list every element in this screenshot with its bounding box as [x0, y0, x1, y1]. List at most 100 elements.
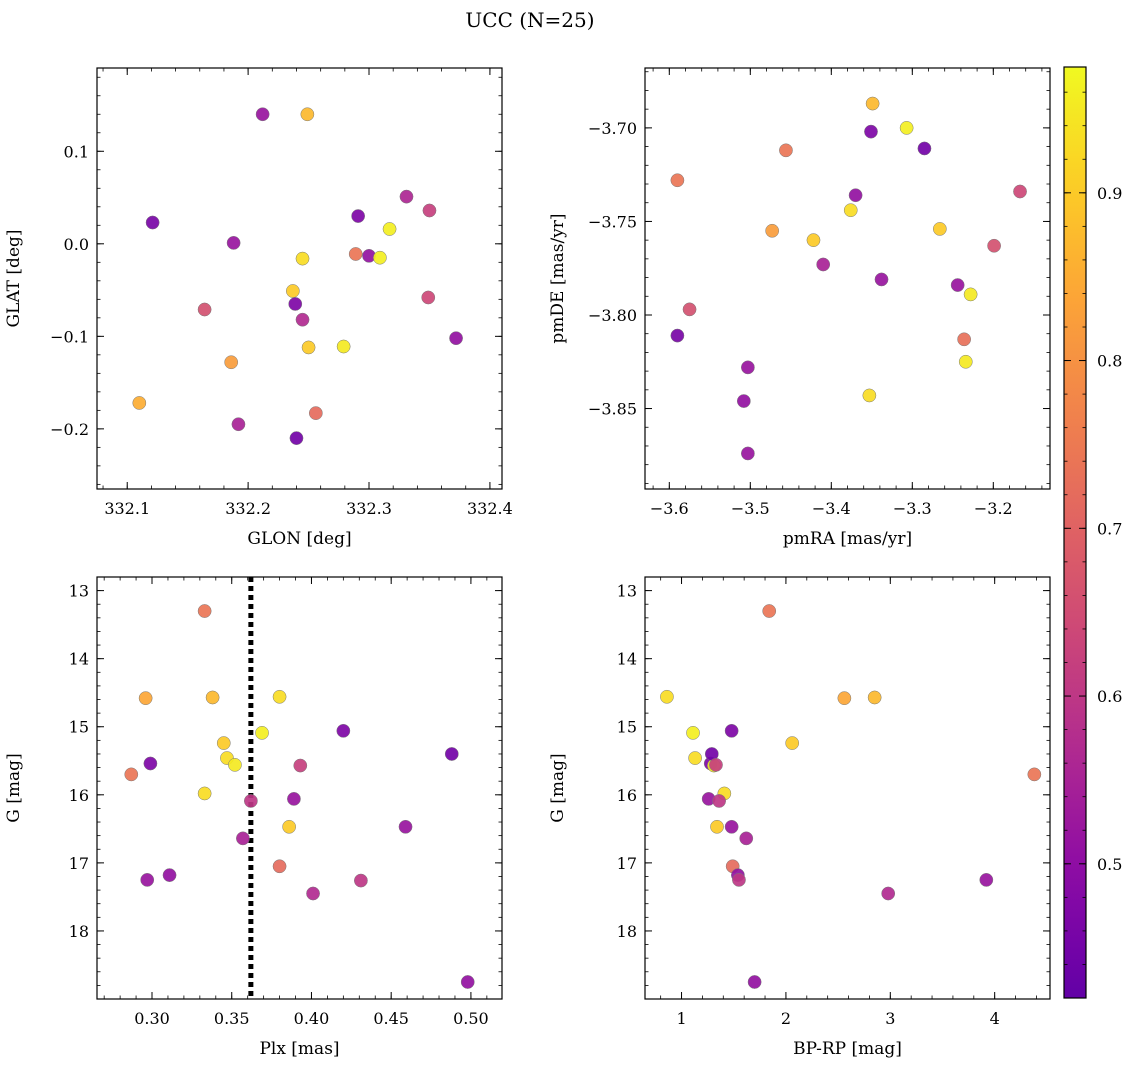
data-point [197, 302, 212, 317]
x-tick-label: −3.5 [731, 499, 770, 518]
x-tick-label: 0.35 [214, 1009, 250, 1028]
data-point [874, 272, 889, 287]
y-tick-label: 16 [69, 786, 89, 805]
data-point [816, 257, 831, 272]
colorbar: 0.5 0.6 0.7 0.8 0.9 [1063, 66, 1122, 999]
data-point [1027, 767, 1042, 782]
data-point [289, 431, 304, 445]
panel-cmd: 1 2 3 4 13 14 15 16 17 18 BP-RP [mag] G [mag] [548, 576, 1051, 1059]
panels: 332.1 332.2 332.3 332.4 0.1 0.0 −0.1 −0.2 GLON [… [4, 67, 1051, 1059]
y-tick-label: −3.85 [588, 400, 637, 419]
y-axis-label: G [mag] [4, 753, 24, 822]
data-point [709, 758, 723, 772]
data-point [354, 873, 368, 888]
data-point [272, 859, 287, 874]
data-point [762, 604, 777, 618]
data-point [336, 339, 351, 354]
data-point [336, 723, 351, 738]
x-axis-label: GLON [deg] [247, 529, 351, 549]
data-point [449, 331, 463, 346]
panel-glon-glat: 332.1 332.2 332.3 332.4 0.1 0.0 −0.1 −0.2 GLON [… [4, 67, 513, 549]
data-point [197, 786, 212, 801]
x-tick-label: 332.1 [104, 499, 150, 518]
data-point [987, 238, 1001, 253]
data-point [806, 233, 821, 247]
y-axis-label: GLAT [deg] [4, 229, 24, 327]
x-tick-label: 1 [676, 1009, 686, 1028]
data-point [862, 388, 877, 403]
data-point [741, 446, 755, 461]
data-point [236, 831, 250, 846]
x-axis-label: pmRA [mas/yr] [783, 529, 912, 549]
panel-pm: −3.6 −3.5 −3.4 −3.3 −3.2 −3.70 −3.75 −3.80 −3.85… [548, 67, 1051, 549]
data-point [301, 340, 316, 355]
data-point [712, 794, 726, 808]
data-point [864, 124, 878, 139]
data-point [950, 278, 965, 292]
y-tick-label: 13 [617, 582, 637, 601]
data-point [867, 690, 882, 705]
y-tick-label: −0.1 [50, 327, 89, 346]
y-tick-label: 15 [617, 718, 637, 737]
data-point [382, 222, 397, 236]
data-point [216, 736, 231, 750]
x-tick-label: 332.4 [467, 499, 513, 518]
data-point [282, 819, 296, 834]
x-tick-label: −3.2 [974, 499, 1013, 518]
data-point [138, 691, 153, 706]
figure-title: UCC (N=25) [465, 8, 594, 32]
colorbar-gradient [1063, 66, 1087, 999]
data-point [255, 107, 270, 122]
data-point [779, 143, 793, 158]
y-tick-label: 16 [617, 786, 637, 805]
data-point [670, 173, 685, 188]
data-point [226, 236, 241, 250]
data-point [348, 247, 363, 261]
data-point [422, 203, 437, 218]
axes-frame [96, 67, 503, 490]
x-tick-label: 0.45 [373, 1009, 409, 1028]
y-tick-label: 15 [69, 718, 89, 737]
colorbar-tick-label: 0.9 [1097, 184, 1122, 203]
data-point [732, 873, 746, 887]
data-point [765, 223, 780, 238]
y-tick-label: −3.75 [588, 212, 637, 231]
data-point [286, 284, 300, 298]
y-tick-label: 0.1 [64, 142, 89, 161]
data-point [724, 723, 739, 738]
data-point [295, 312, 310, 327]
x-tick-label: 0.40 [294, 1009, 330, 1028]
data-point [197, 604, 212, 618]
data-point [143, 756, 158, 771]
data-point [300, 107, 315, 122]
x-tick-label: 332.3 [346, 499, 392, 518]
data-point [739, 831, 754, 846]
x-tick-label: −3.6 [650, 499, 689, 518]
data-point [865, 96, 880, 111]
data-point [132, 396, 147, 410]
data-point [421, 290, 436, 305]
data-point [255, 726, 269, 740]
axes-frame [644, 576, 1051, 1000]
data-point [293, 758, 308, 773]
axes-frame [96, 576, 503, 1000]
data-point [351, 209, 365, 223]
colorbar-tick-label: 0.7 [1097, 519, 1122, 538]
data-point [398, 819, 413, 834]
y-tick-label: −0.2 [50, 420, 89, 439]
y-axis-label: G [mag] [548, 753, 568, 822]
y-tick-label: −3.80 [588, 306, 637, 325]
x-axis-label: BP-RP [mag] [793, 1039, 902, 1059]
colorbar-tick-label: 0.8 [1097, 352, 1122, 371]
data-point [710, 819, 724, 834]
data-point [231, 417, 246, 432]
data-point [979, 873, 994, 887]
panel-plx-g: 0.30 0.35 0.40 0.45 0.50 13 14 15 16 17 18 Plx [mas… [4, 576, 503, 1059]
x-tick-label: 3 [885, 1009, 895, 1028]
data-point [460, 975, 475, 989]
x-tick-label: 0.30 [134, 1009, 170, 1028]
y-tick-label: 18 [69, 922, 89, 941]
axes-frame [644, 67, 1051, 490]
y-tick-label: 13 [69, 582, 89, 601]
